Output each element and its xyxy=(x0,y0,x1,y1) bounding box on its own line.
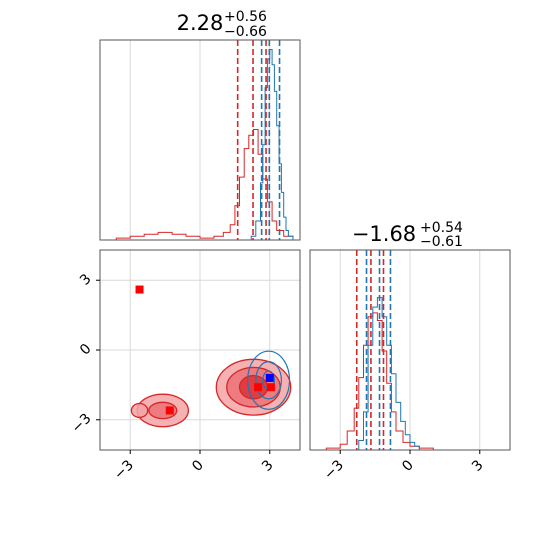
joint-marker-red-0 xyxy=(135,285,144,294)
param2-xtick-label-1: 0 xyxy=(399,457,417,475)
joint-red-contour-4 xyxy=(148,401,178,420)
marginal-histogram-param2: −3 0 3 xyxy=(309,249,511,483)
joint-xtick-label-0: −3 xyxy=(111,457,137,483)
param2-xtick-label-0: −3 xyxy=(321,457,347,483)
joint-marker-red-3 xyxy=(266,383,275,392)
joint-red-contour-5 xyxy=(130,402,149,419)
param1-hist-red xyxy=(102,129,294,241)
joint-xtick-label-2: 3 xyxy=(259,457,277,475)
joint-ytick-label-0: −3 xyxy=(69,411,95,437)
joint-ytick-label-2: 3 xyxy=(77,271,95,289)
joint-ytick-label-1: 0 xyxy=(77,341,95,359)
joint-contour-panel: −3 0 3 −3 0 3 xyxy=(69,249,301,483)
joint-xtick-label-1: 0 xyxy=(189,457,207,475)
joint-marker-red-1 xyxy=(165,406,174,415)
param2-hist-blue xyxy=(354,297,420,451)
param1-title-upper: +0.56 xyxy=(224,9,267,25)
param1-title: 2.28 xyxy=(177,11,224,35)
marginal-histogram-param1 xyxy=(99,39,301,241)
joint-marker-blue-4 xyxy=(265,373,274,382)
param2-title-lower: −0.61 xyxy=(420,234,463,250)
param1-title-lower: −0.66 xyxy=(224,24,267,40)
joint-marker-red-2 xyxy=(254,383,263,392)
param2-xtick-label-2: 3 xyxy=(469,457,487,475)
joint-blue-contour-0 xyxy=(247,350,291,410)
param1-frame xyxy=(99,39,301,241)
param2-title-value: −1.68 xyxy=(352,222,416,246)
param2-hist-red xyxy=(312,312,434,451)
param2-title-upper: +0.54 xyxy=(420,220,463,236)
joint-blue-contour-1 xyxy=(255,361,282,400)
param1-title-value: 2.28 xyxy=(177,11,224,35)
param1-hist-blue xyxy=(246,49,294,241)
